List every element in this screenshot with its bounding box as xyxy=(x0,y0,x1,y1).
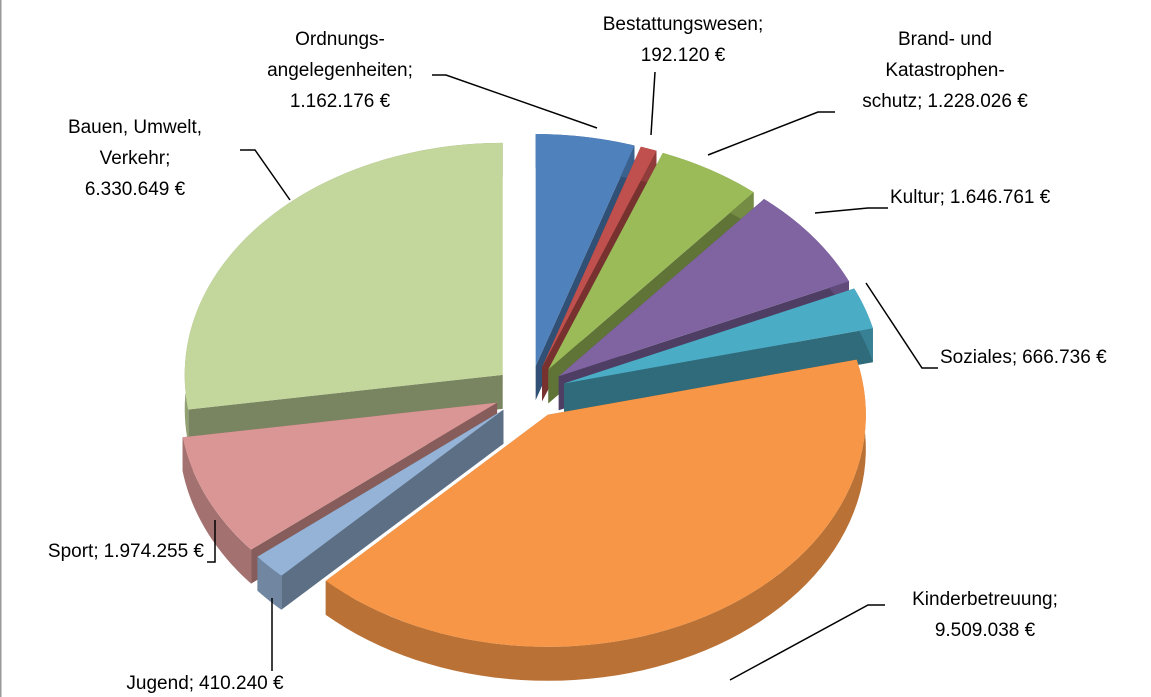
slice-label: Kinderbetreuung; xyxy=(912,589,1058,610)
slice xyxy=(257,409,504,576)
value-label: 9.509.038 € xyxy=(935,620,1036,641)
slice-side xyxy=(188,374,503,444)
slice xyxy=(558,199,849,377)
value-label: 6.330.649 € xyxy=(85,179,186,200)
slice-wall xyxy=(182,437,252,584)
value-label: 666.736 € xyxy=(1022,347,1107,368)
leader-line xyxy=(240,149,291,201)
slice-label: Soziales; xyxy=(940,347,1017,368)
slice-wall xyxy=(257,556,282,610)
value-label: 1.162.176 € xyxy=(290,91,391,112)
leader-line xyxy=(207,520,216,563)
leader-line xyxy=(650,71,656,136)
slice xyxy=(548,152,754,370)
value-label: 1.646.761 € xyxy=(950,187,1051,208)
value-label: 1.228.026 € xyxy=(927,91,1028,112)
slice-label: Kultur; xyxy=(890,187,945,208)
slice xyxy=(535,134,635,367)
pie xyxy=(182,134,873,681)
value-label: 410.240 € xyxy=(199,673,284,694)
slice-side xyxy=(564,328,873,418)
leader-line xyxy=(729,604,885,681)
slice-label: Jugend; xyxy=(126,673,194,694)
leader-line xyxy=(432,74,598,129)
slice xyxy=(182,402,498,550)
slice-label: Brand- und Katastrophen-schutz; xyxy=(862,29,1004,112)
leader-line xyxy=(814,207,888,214)
value-label: 1.974.255 € xyxy=(104,541,205,562)
value-label: 192.120 € xyxy=(641,45,726,66)
slice-label: Bauen, Umwelt, Verkehr; xyxy=(68,117,202,169)
slice-label: Sport; xyxy=(48,541,99,562)
leader-line xyxy=(707,111,835,156)
labels: Ordnungs-angelegenheiten; 1.162.176 € Best… xyxy=(48,14,1107,694)
slice xyxy=(325,359,866,647)
slice xyxy=(564,288,873,384)
leader-line xyxy=(865,282,938,369)
slice xyxy=(542,146,657,368)
slice-label: Ordnungs-angelegenheiten; xyxy=(267,29,413,81)
slice-label: Bestattungswesen; xyxy=(603,14,764,35)
slice xyxy=(184,142,503,410)
